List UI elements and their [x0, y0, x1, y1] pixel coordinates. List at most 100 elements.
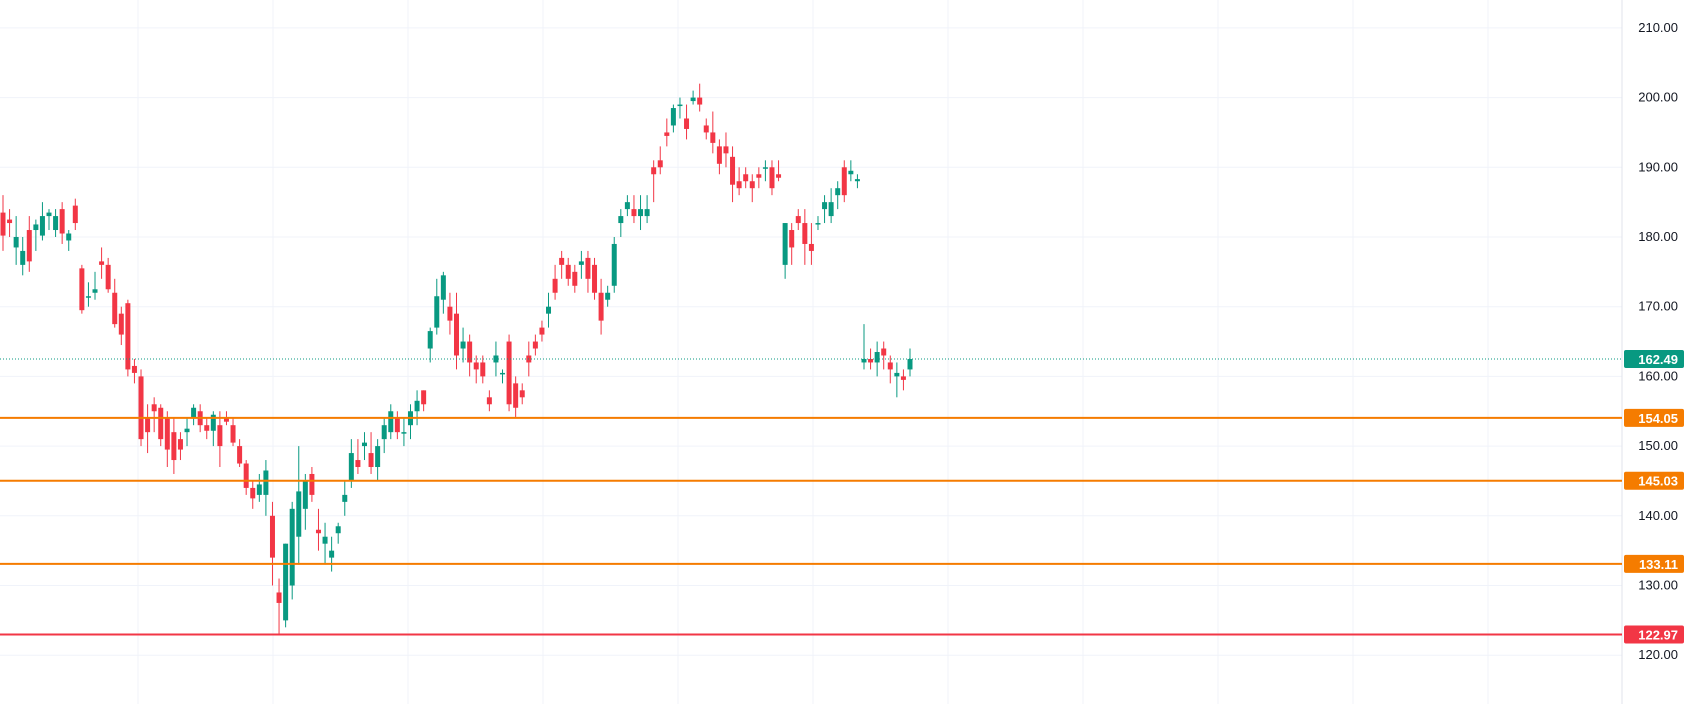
- badge-label: 154.05: [1638, 411, 1678, 426]
- candle: [598, 278, 604, 335]
- candle: [585, 250, 591, 293]
- candle: [427, 327, 433, 363]
- candle: [177, 432, 183, 461]
- candle: [13, 216, 19, 265]
- candle: [480, 355, 486, 384]
- level-price-badge: 145.03: [1624, 471, 1684, 490]
- candle: [105, 257, 111, 293]
- y-tick-label: 180.00: [1638, 229, 1678, 244]
- candle: [388, 404, 394, 440]
- candle: [907, 348, 913, 377]
- candle: [401, 418, 407, 447]
- y-tick-label: 170.00: [1638, 299, 1678, 314]
- candle: [762, 160, 768, 182]
- badge-label: 122.97: [1638, 628, 1678, 643]
- candle: [145, 404, 151, 454]
- candle: [447, 292, 453, 335]
- candle: [664, 118, 670, 147]
- y-tick-label: 140.00: [1638, 508, 1678, 523]
- level-lines[interactable]: [0, 416, 1622, 636]
- candle: [887, 355, 893, 384]
- candle: [66, 230, 72, 251]
- candle: [500, 369, 506, 384]
- candle: [769, 160, 775, 196]
- candle: [848, 160, 854, 182]
- candle: [230, 418, 236, 447]
- candle: [841, 160, 847, 203]
- candle: [743, 167, 749, 189]
- candle: [651, 160, 657, 203]
- candle: [854, 174, 860, 189]
- candle: [690, 90, 696, 105]
- badge-label: 133.11: [1639, 557, 1678, 572]
- candle: [624, 195, 630, 217]
- candle: [237, 439, 243, 468]
- candle: [519, 383, 525, 405]
- candle: [881, 341, 887, 370]
- level-price-badge: 122.97: [1624, 625, 1684, 644]
- y-tick-label: 150.00: [1638, 438, 1678, 453]
- candle: [730, 146, 736, 203]
- candle: [572, 264, 578, 293]
- candle: [217, 411, 223, 468]
- candle: [355, 439, 361, 474]
- y-tick-label: 190.00: [1638, 159, 1678, 174]
- candle: [7, 209, 13, 237]
- candle: [697, 83, 703, 112]
- candle: [782, 223, 788, 279]
- candle: [802, 209, 808, 265]
- candle: [532, 334, 538, 356]
- candle: [394, 411, 400, 440]
- candle: [657, 146, 663, 175]
- candle: [592, 257, 598, 300]
- candle: [99, 247, 105, 279]
- candle: [256, 473, 262, 502]
- candle: [243, 460, 249, 495]
- candle: [204, 418, 210, 440]
- y-tick-label: 160.00: [1638, 368, 1678, 383]
- candle: [59, 202, 65, 244]
- candle: [39, 202, 45, 241]
- candle: [158, 404, 164, 447]
- candle: [644, 195, 650, 224]
- candle: [736, 167, 742, 196]
- candle: [407, 404, 413, 440]
- level-price-badge: 133.11: [1624, 554, 1684, 573]
- candle: [546, 292, 552, 328]
- candle: [138, 369, 144, 447]
- candle: [565, 257, 571, 286]
- badge-label: 145.03: [1638, 474, 1678, 489]
- candle: [20, 236, 26, 276]
- candle: [125, 299, 131, 377]
- y-tick-label: 200.00: [1638, 90, 1678, 105]
- y-tick-label: 120.00: [1638, 647, 1678, 662]
- candle: [72, 198, 78, 231]
- candle: [131, 358, 137, 384]
- candle: [414, 390, 420, 426]
- candle: [0, 195, 6, 251]
- candle: [276, 578, 282, 635]
- last-price-badge: 162.49: [1624, 350, 1684, 369]
- candle: [756, 167, 762, 189]
- candle: [302, 473, 308, 530]
- y-tick-label: 210.00: [1638, 20, 1678, 35]
- candle: [670, 104, 676, 133]
- candle: [434, 278, 440, 335]
- candle: [684, 104, 690, 140]
- candle: [776, 160, 782, 182]
- candle: [900, 369, 906, 391]
- candle: [677, 97, 683, 119]
- candle: [151, 397, 157, 433]
- candle: [828, 188, 834, 224]
- candle: [269, 501, 275, 586]
- level-price-badge: 154.05: [1624, 408, 1684, 427]
- candle: [92, 271, 98, 300]
- candle: [552, 264, 558, 300]
- candle: [513, 376, 519, 419]
- candle: [539, 320, 545, 342]
- candle: [184, 418, 190, 447]
- candle: [473, 355, 479, 384]
- candle: [421, 390, 427, 412]
- candle: [250, 480, 256, 509]
- candle: [33, 219, 39, 251]
